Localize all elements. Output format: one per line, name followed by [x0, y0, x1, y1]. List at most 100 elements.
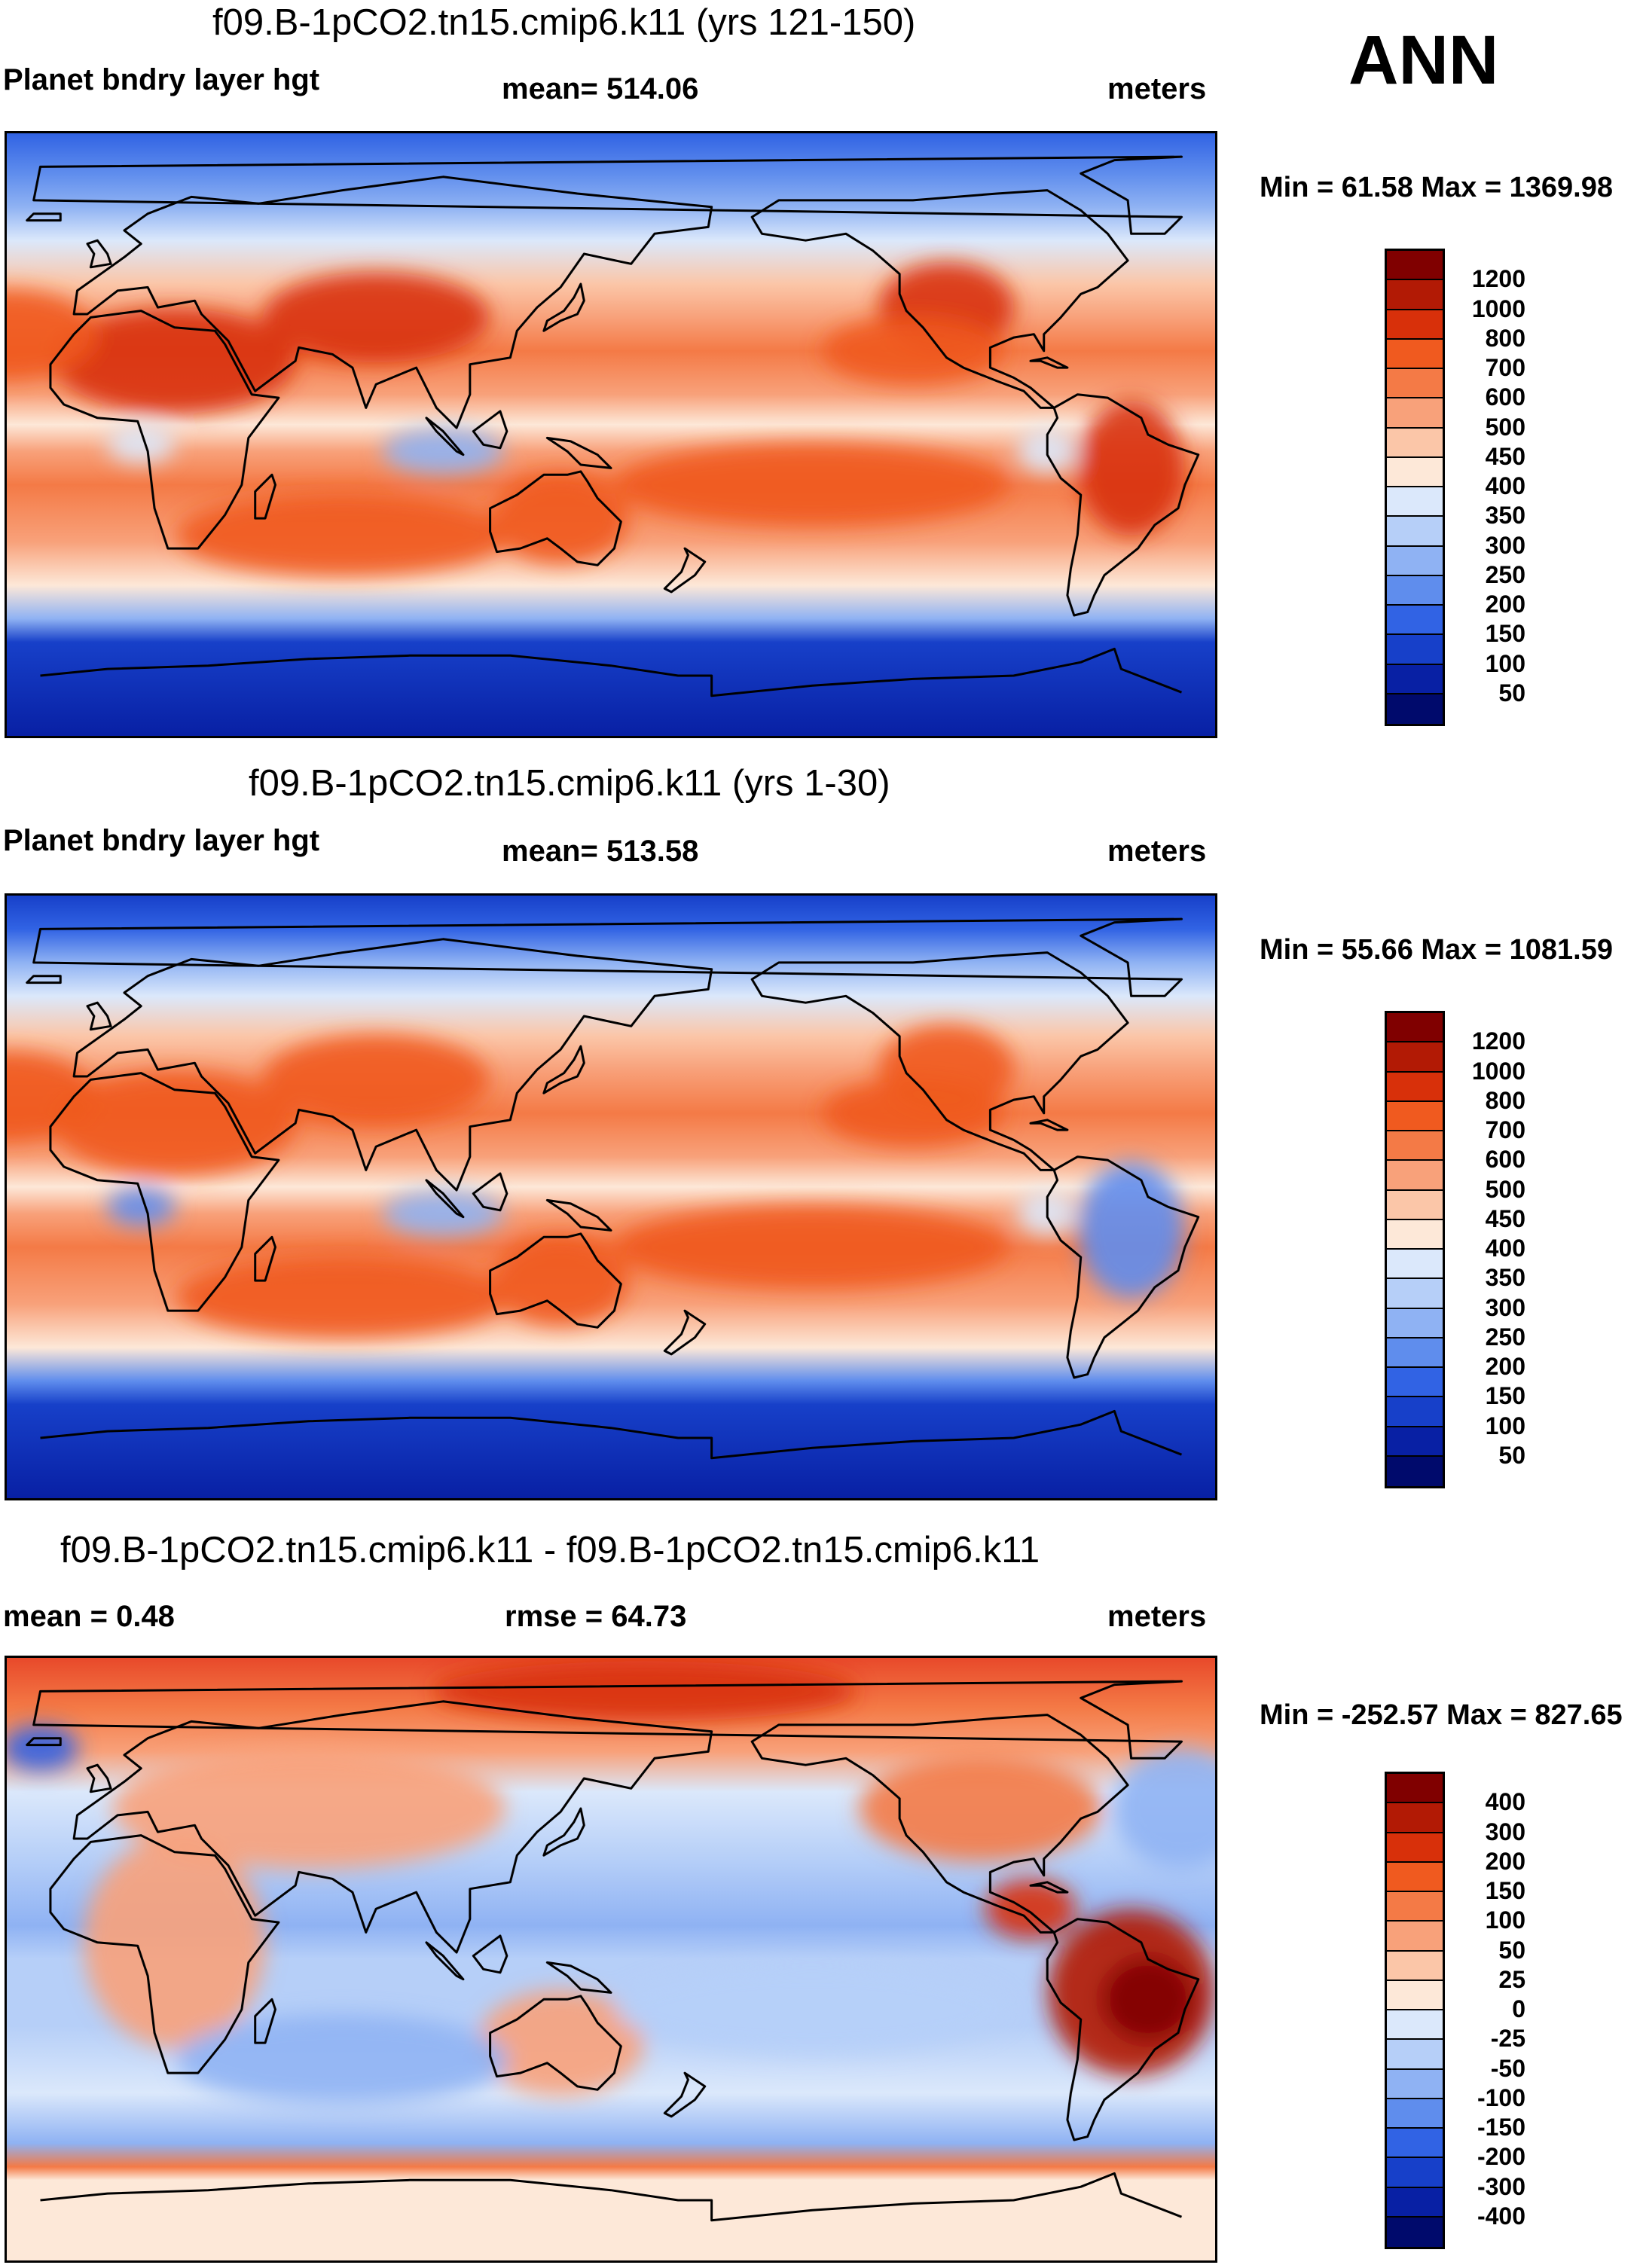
coastline-eurasia	[72, 1700, 713, 1954]
colorbar-tick-label: 25	[1498, 1965, 1525, 1993]
colorbar-segment	[1387, 1397, 1443, 1427]
colorbar-segment	[1387, 1101, 1443, 1131]
field-blob	[383, 429, 504, 475]
colorbar-segment	[1387, 2187, 1443, 2218]
coastline-africa	[49, 1834, 280, 2074]
colorbar-segment	[1387, 1980, 1443, 2010]
coastline-sumatra	[425, 1179, 465, 1219]
colorbar-tick-label: 300	[1485, 1818, 1525, 1845]
panel-1-variable-label: Planet bndry layer hgt	[3, 63, 320, 96]
field-blob	[176, 2014, 509, 2105]
panel-1-units-label: meters	[1107, 72, 1207, 105]
coastline-uk	[86, 1763, 112, 1793]
colorbar-segment	[1387, 1219, 1443, 1250]
coastline-cuba	[1029, 356, 1069, 369]
panel-1-title: f09.B-1pCO2.tn15.cmip6.k11 (yrs 121-150)	[212, 2, 916, 43]
coastline-australia	[489, 1232, 622, 1329]
colorbar-segment	[1387, 428, 1443, 458]
panel-3-colorbar	[1385, 1772, 1445, 2249]
field-blob	[176, 493, 509, 577]
colorbar-segment	[1387, 1922, 1443, 1952]
colorbar-tick-label: 100	[1485, 1906, 1525, 1934]
colorbar-segment	[1387, 1250, 1443, 1280]
map-canvas	[7, 896, 1215, 1498]
colorbar-segment	[1387, 1833, 1443, 1863]
colorbar-tick-label: 0	[1512, 1995, 1525, 2022]
coastline-eurasia	[72, 176, 713, 429]
colorbar-tick-label: 450	[1485, 442, 1525, 470]
coastline-greenland	[32, 155, 1183, 235]
panel-2-mean-label: mean= 513.58	[502, 835, 699, 868]
colorbar-segment	[1387, 251, 1443, 281]
colorbar-segment	[1387, 1042, 1443, 1073]
coastline-cuba	[1029, 1881, 1069, 1894]
colorbar-tick-label: 300	[1485, 1293, 1525, 1321]
colorbar-tick-label: 200	[1485, 1847, 1525, 1875]
colorbar-segment	[1387, 1072, 1443, 1102]
colorbar-segment	[1387, 1368, 1443, 1398]
panel-1-colorbar	[1385, 249, 1445, 726]
colorbar-tick-label: 150	[1485, 1877, 1525, 1904]
colorbar-tick-label: 150	[1485, 1382, 1525, 1410]
coastline-greenland	[32, 917, 1183, 997]
coastline-antarctica	[40, 647, 1183, 697]
coastline-samerica	[1046, 1155, 1200, 1379]
colorbar-segment	[1387, 310, 1443, 340]
colorbar-tick-label: -300	[1477, 2172, 1525, 2200]
field-blob	[7, 1726, 78, 1771]
coastline-cuba	[1029, 1119, 1069, 1131]
colorbar-tick-label: 450	[1485, 1204, 1525, 1232]
coastlines	[26, 155, 1200, 697]
panel-2-minmax: Min = 55.66 Max = 1081.59	[1260, 934, 1613, 966]
coastline-nz	[663, 1309, 707, 1356]
colorbar-segment	[1387, 2217, 1443, 2247]
colorbar-segment	[1387, 517, 1443, 547]
colorbar-segment	[1387, 2158, 1443, 2188]
colorbar-tick-label: 50	[1498, 1441, 1525, 1469]
coastline-newguinea	[545, 436, 612, 469]
colorbar-segment	[1387, 1951, 1443, 1981]
coastline-namerica	[750, 189, 1129, 409]
coastline-iceland	[26, 975, 62, 984]
coastlines	[26, 1680, 1200, 2222]
field-blob	[107, 426, 176, 464]
coastline-borneo	[472, 1934, 508, 1974]
colorbar-tick-label: 100	[1485, 649, 1525, 677]
field-blob	[1102, 1958, 1194, 2041]
field-blob	[53, 1070, 296, 1177]
panel-3-title: f09.B-1pCO2.tn15.cmip6.k11 - f09.B-1pCO2…	[60, 1530, 1040, 1571]
colorbar-tick-label: 700	[1485, 354, 1525, 381]
field-blob	[615, 1205, 1009, 1289]
colorbar-tick-label: 250	[1485, 1323, 1525, 1351]
colorbar-tick-label: 300	[1485, 531, 1525, 559]
coastline-borneo	[472, 1172, 508, 1212]
coastline-sumatra	[425, 1941, 465, 1981]
season-label: ANN	[1348, 22, 1499, 99]
colorbar-tick-label: -100	[1477, 2083, 1525, 2111]
field-blob	[53, 308, 296, 414]
panel-2-title: f09.B-1pCO2.tn15.cmip6.k11 (yrs 1-30)	[249, 763, 890, 804]
colorbar-tick-label: 600	[1485, 1146, 1525, 1174]
coastline-iceland	[26, 1737, 62, 1747]
colorbar-tick-label: 1200	[1471, 265, 1525, 293]
colorbar-segment	[1387, 1279, 1443, 1309]
panel-3-minmax: Min = -252.57 Max = 827.65	[1260, 1699, 1623, 1731]
colorbar-segment	[1387, 1190, 1443, 1220]
colorbar-tick-label: -400	[1477, 2202, 1525, 2230]
colorbar-segment	[1387, 2040, 1443, 2070]
coastline-japan	[542, 282, 585, 332]
coastline-greenland	[32, 1680, 1183, 1760]
field-blob	[432, 1661, 857, 1722]
coastline-africa	[49, 1072, 280, 1312]
coastline-eurasia	[72, 938, 713, 1192]
colorbar-segment	[1387, 398, 1443, 429]
field-blob	[985, 1879, 1077, 1940]
field-blob	[383, 1191, 504, 1237]
coastline-madagascar	[254, 1998, 276, 2044]
coastline-nz	[663, 547, 707, 594]
field-blob	[492, 473, 629, 564]
colorbar-tick-label: 400	[1485, 472, 1525, 499]
field-blob	[107, 1188, 176, 1226]
coastline-newguinea	[545, 1961, 612, 1994]
colorbar-segment	[1387, 1774, 1443, 1804]
